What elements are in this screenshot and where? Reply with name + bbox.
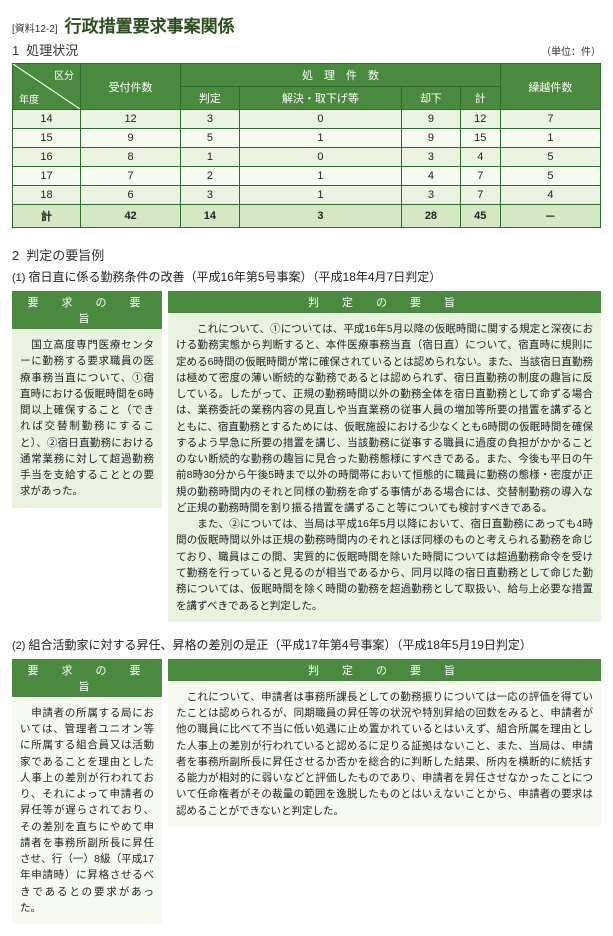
th-kurikoshi: 繰越件数: [500, 64, 600, 110]
doc-ref: [資料12-2]: [12, 24, 58, 35]
item1-jdg-p1: これについて、①については、平成16年5月以降の仮眠時間に関する規定と深夜におけ…: [176, 321, 593, 516]
cell: 9: [81, 129, 181, 148]
cell: 9: [402, 110, 461, 129]
table-row: 17721475: [13, 167, 601, 186]
item2-num: (2): [12, 640, 25, 652]
cell: 2: [181, 167, 240, 186]
cell: 12: [460, 110, 500, 129]
sec1-num: 1: [12, 43, 19, 58]
cell: 0: [239, 148, 401, 167]
item1-jdg-hdr: 判 定 の 要 旨: [168, 291, 601, 313]
table-row: 1412309127: [13, 110, 601, 129]
item1-title: 宿日直に係る勤務条件の改善（平成16年第5号事案）（平成18年4月7日判定）: [29, 270, 442, 284]
th-diag-top: 区分: [54, 67, 74, 82]
th-shori: 処 理 件 数: [181, 64, 501, 87]
th-kaiketsu: 解決・取下げ等: [239, 87, 401, 110]
cell: 3: [181, 110, 240, 129]
cell: 9: [402, 129, 461, 148]
cell: 6: [81, 186, 181, 205]
cell: 7: [81, 167, 181, 186]
item-1-head: (1) 宿日直に係る勤務条件の改善（平成16年第5号事案）（平成18年4月7日判…: [12, 268, 601, 285]
cell: 17: [13, 167, 81, 186]
th-hantei: 判定: [181, 87, 240, 110]
table-row: 159519151: [13, 129, 601, 148]
item1-body: 要 求 の 要 旨 国立高度専門医療センターに勤務する要求職員の医療事務当直につ…: [12, 291, 601, 622]
cell: 12: [81, 110, 181, 129]
item2-req-hdr: 要 求 の 要 旨: [12, 659, 162, 697]
cell: 4: [500, 186, 600, 205]
item-2-head: (2) 組合活動家に対する昇任、昇格の差別の是正（平成17年第4号事案）（平成1…: [12, 636, 601, 653]
cell: 5: [500, 148, 600, 167]
cell: 7: [460, 167, 500, 186]
cell: 0: [239, 110, 401, 129]
section-2: 2 判定の要旨例 (1) 宿日直に係る勤務条件の改善（平成16年第5号事案）（平…: [12, 242, 601, 924]
cell: 14: [181, 205, 240, 228]
cell: 15: [13, 129, 81, 148]
item1-num: (1): [12, 272, 25, 284]
doc-title: 行政措置要求事案関係: [65, 17, 235, 36]
sec2-num: 2: [12, 248, 19, 263]
cell: 15: [460, 129, 500, 148]
cell: 8: [81, 148, 181, 167]
th-uketsuke: 受付件数: [81, 64, 181, 110]
item1-jdg-p2: また、②については、当局は平成16年5月以降において、宿日直勤務にあっても4時間…: [176, 516, 593, 614]
sec2-label: 判定の要旨例: [26, 248, 104, 263]
cell: 1: [181, 148, 240, 167]
cell: 3: [402, 148, 461, 167]
cell: 16: [13, 148, 81, 167]
doc-header: [資料12-2] 行政措置要求事案関係: [12, 12, 601, 37]
cell: 18: [13, 186, 81, 205]
cell: 45: [460, 205, 500, 228]
cell: 1: [500, 129, 600, 148]
th-diag: 区分 年度: [13, 64, 81, 110]
item2-req-body: 申請者の所属する局においては、管理者ユニオン等に所属する組合員又は活動家であるこ…: [12, 697, 162, 924]
cell: 7: [500, 110, 600, 129]
cell: 計: [13, 205, 81, 228]
cell: 7: [460, 186, 500, 205]
th-diag-bot: 年度: [19, 91, 39, 106]
item2-jdg-body: これについて、申請者は事務所課長としての勤務振りについては一応の評価を得ていたこ…: [168, 681, 601, 827]
item1-req-hdr: 要 求 の 要 旨: [12, 291, 162, 329]
sec1-label: 処理状況: [26, 43, 78, 58]
table-row: 16810345: [13, 148, 601, 167]
table-row: 18631374: [13, 186, 601, 205]
data-table: 区分 年度 受付件数 処 理 件 数 繰越件数 判定 解決・取下げ等 却下 計 …: [12, 63, 601, 228]
item2-jdg-hdr: 判 定 の 要 旨: [168, 659, 601, 681]
cell: 42: [81, 205, 181, 228]
cell: 5: [500, 167, 600, 186]
th-kei: 計: [460, 87, 500, 110]
cell: 4: [460, 148, 500, 167]
cell: 1: [239, 186, 401, 205]
item1-jdg-body: これについて、①については、平成16年5月以降の仮眠時間に関する規定と深夜におけ…: [168, 313, 601, 622]
item1-req-body: 国立高度専門医療センターに勤務する要求職員の医療事務当直について、①宿直時におけ…: [12, 329, 162, 508]
cell: 1: [239, 167, 401, 186]
cell: 4: [402, 167, 461, 186]
cell: 5: [181, 129, 240, 148]
sec1-unit: （単位：件）: [541, 43, 601, 58]
cell: －: [500, 205, 600, 228]
table-row-total: 計421432845－: [13, 205, 601, 228]
item2-title: 組合活動家に対する昇任、昇格の差別の是正（平成17年第4号事案）（平成18年5月…: [29, 638, 532, 652]
cell: 28: [402, 205, 461, 228]
th-kyakka: 却下: [402, 87, 461, 110]
cell: 14: [13, 110, 81, 129]
section-1: 1 処理状況 （単位：件） 区分 年度 受付件数 処 理 件 数 繰越件数 判定…: [12, 37, 601, 228]
cell: 3: [239, 205, 401, 228]
item2-body: 要 求 の 要 旨 申請者の所属する局においては、管理者ユニオン等に所属する組合…: [12, 659, 601, 924]
cell: 3: [181, 186, 240, 205]
cell: 1: [239, 129, 401, 148]
cell: 3: [402, 186, 461, 205]
